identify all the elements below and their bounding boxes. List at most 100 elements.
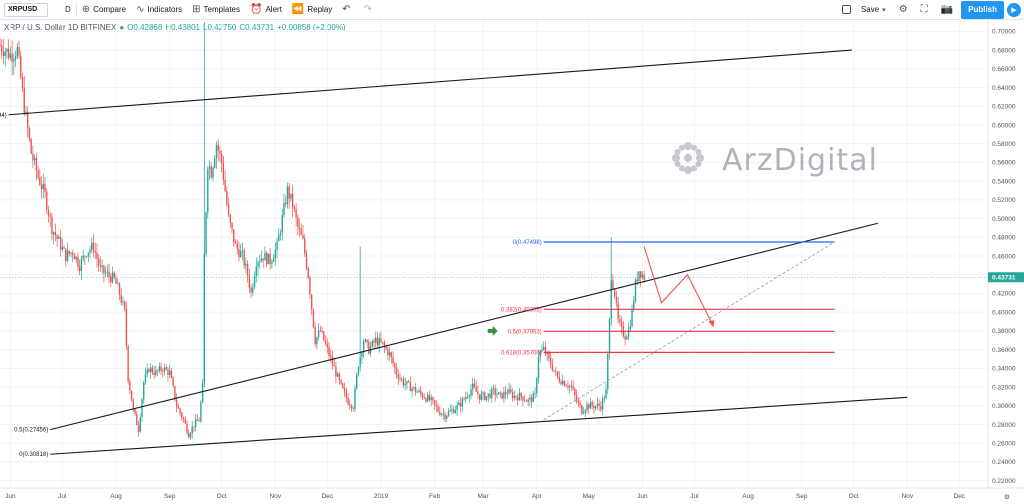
candle-down (151, 365, 154, 375)
projection-path[interactable] (643, 246, 714, 327)
price-axis[interactable]: 0.70000 0.68000 0.66000 0.64000 0.62000 0.600… (987, 20, 1024, 488)
candle-body (80, 259, 83, 272)
candle-down (553, 370, 555, 373)
toolbar-right: Save ▾ ⚙ ⛶ 📷 Publish ▶ (837, 0, 1024, 20)
candle-down (193, 426, 195, 432)
candle-down (220, 150, 223, 173)
candle-body (92, 242, 95, 252)
settings-button[interactable]: ⚙ (894, 0, 916, 20)
candle-body (260, 258, 263, 262)
candle-body (70, 252, 72, 254)
candle-up (513, 390, 515, 402)
candle-body (108, 271, 110, 277)
candle-body (35, 158, 38, 171)
candle-body (188, 432, 190, 438)
candle-body (615, 296, 618, 303)
undo-button[interactable]: ↶ (337, 0, 358, 20)
time-tick-label: Nov (270, 493, 282, 500)
candle-body (215, 145, 218, 159)
candle-down (328, 341, 330, 360)
candle-up (603, 395, 606, 403)
candle-body (518, 393, 521, 401)
play-button[interactable]: ▶ (1007, 2, 1021, 17)
candle-down (39, 168, 41, 187)
candle-up (482, 391, 484, 401)
candle-up (317, 323, 320, 341)
candle-body (345, 391, 348, 398)
candle-down (563, 379, 566, 387)
snapshot-button[interactable]: 📷 (936, 0, 961, 20)
templates-button[interactable]: ⊞ Templates (187, 0, 245, 20)
replay-icon: ⏪ (291, 4, 305, 15)
price-tick-label: 0.60000 (992, 122, 1016, 129)
channel-line[interactable] (50, 222, 879, 431)
candle-body (494, 388, 496, 395)
candle-body (461, 398, 464, 407)
interval-button[interactable]: D (65, 5, 71, 14)
candle-down (28, 126, 31, 142)
arzdigital-logo-icon (672, 142, 704, 174)
templates-icon: ⊞ (192, 4, 201, 15)
fullscreen-button[interactable]: ⛶ (916, 0, 936, 20)
candle-body (285, 202, 287, 205)
candle-body (153, 372, 155, 375)
candle-body (593, 405, 595, 409)
symbol-search[interactable]: XRPUSD (4, 2, 48, 17)
publish-button[interactable]: Publish (961, 0, 1004, 19)
candle-up (527, 397, 529, 407)
legend-symbol[interactable]: XRP / U.S. Dollar 1D BITFINEX (4, 23, 117, 32)
layout-button[interactable] (837, 0, 856, 20)
compare-button[interactable]: ⊕ Compare (77, 0, 131, 20)
candle-body (427, 395, 429, 402)
candle-up (427, 392, 429, 403)
channel-line[interactable] (8, 49, 852, 116)
candle-body (73, 254, 76, 260)
candle-down (499, 390, 502, 398)
save-button[interactable]: Save ▾ (856, 0, 894, 20)
candle-body (291, 193, 294, 208)
candle-body (560, 381, 562, 385)
candle-body (130, 390, 133, 401)
price-tick-label: 0.48000 (992, 235, 1016, 242)
candle-down (420, 386, 422, 398)
candle-body (574, 389, 576, 396)
price-tick-label: 0.50000 (992, 216, 1016, 223)
alert-label: Alert (265, 5, 282, 14)
dashed-trend-line[interactable] (543, 241, 835, 421)
price-chart[interactable]: ArzDigital 0.5(0.27456) 0(0.30818) (0.6109… (0, 20, 1024, 504)
candle-body (132, 400, 135, 409)
candle-down (20, 51, 22, 80)
candle-body (343, 388, 346, 392)
candle-body (28, 128, 31, 140)
time-axis[interactable]: Jun Jul Aug Sep Oct Nov Dec 2019 Feb Mar Apr May Jun… (0, 487, 1024, 504)
candle-body (27, 111, 29, 129)
candle-down (494, 384, 496, 402)
alert-button[interactable]: ⏰ Alert (245, 0, 287, 20)
candle-body (170, 370, 173, 379)
candle-body (510, 389, 512, 393)
candle-down (397, 369, 399, 386)
candle-up (487, 393, 490, 403)
candle-down (619, 314, 621, 327)
candle-down (433, 399, 436, 410)
candle-body (196, 419, 199, 421)
indicators-button[interactable]: ∿ Indicators (131, 0, 187, 20)
candle-body (298, 227, 301, 230)
candle-down (331, 350, 334, 370)
redo-button[interactable]: ↷ (359, 0, 380, 20)
candle-body (66, 250, 69, 262)
time-tick-label: Aug (110, 493, 122, 500)
candle-body (404, 383, 406, 386)
replay-button[interactable]: ⏪ Replay (287, 0, 337, 20)
candle-body (562, 380, 564, 385)
candle-body (14, 56, 17, 60)
channel-line[interactable] (50, 396, 908, 455)
time-tick-label: Apr (532, 493, 543, 500)
candle-body (283, 202, 285, 216)
candle-down (224, 170, 226, 193)
candle-body (480, 394, 483, 400)
gear-icon[interactable]: ⚙ (1004, 493, 1010, 501)
candle-down (21, 72, 24, 93)
compare-label: Compare (93, 5, 127, 14)
candle-up (316, 336, 318, 349)
